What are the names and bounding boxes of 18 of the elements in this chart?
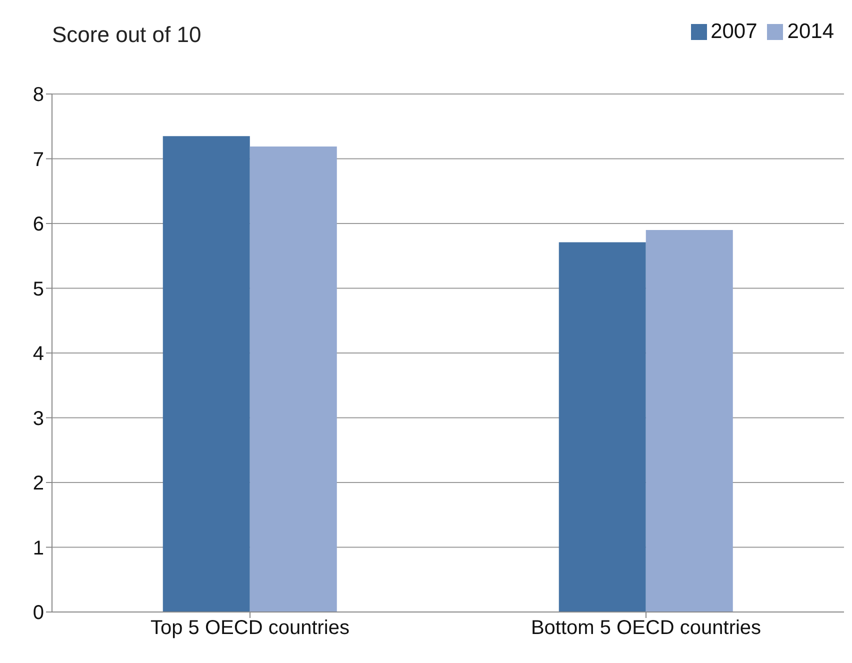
y-tick-label: 2	[32, 472, 44, 495]
y-tick-label: 8	[32, 84, 44, 106]
y-tick-label: 1	[32, 537, 44, 560]
bar	[558, 242, 646, 612]
bar	[646, 230, 733, 612]
x-tick-label: Top 5 OECD countries	[150, 617, 350, 640]
y-tick-label: 7	[32, 148, 44, 171]
x-tick-label: Bottom 5 OECD countries	[530, 617, 762, 640]
y-tick-label: 6	[32, 214, 44, 236]
y-tick-label: 0	[32, 602, 44, 624]
legend-label: 2014	[787, 20, 834, 43]
y-tick-label: 3	[32, 408, 44, 430]
legend-label: 2007	[710, 20, 758, 43]
y-tick-label: 4	[32, 343, 44, 366]
y-axis-title: Score out of 10	[52, 22, 202, 48]
y-tick-label: 5	[32, 278, 44, 300]
bar	[250, 146, 337, 612]
bar	[162, 136, 250, 612]
